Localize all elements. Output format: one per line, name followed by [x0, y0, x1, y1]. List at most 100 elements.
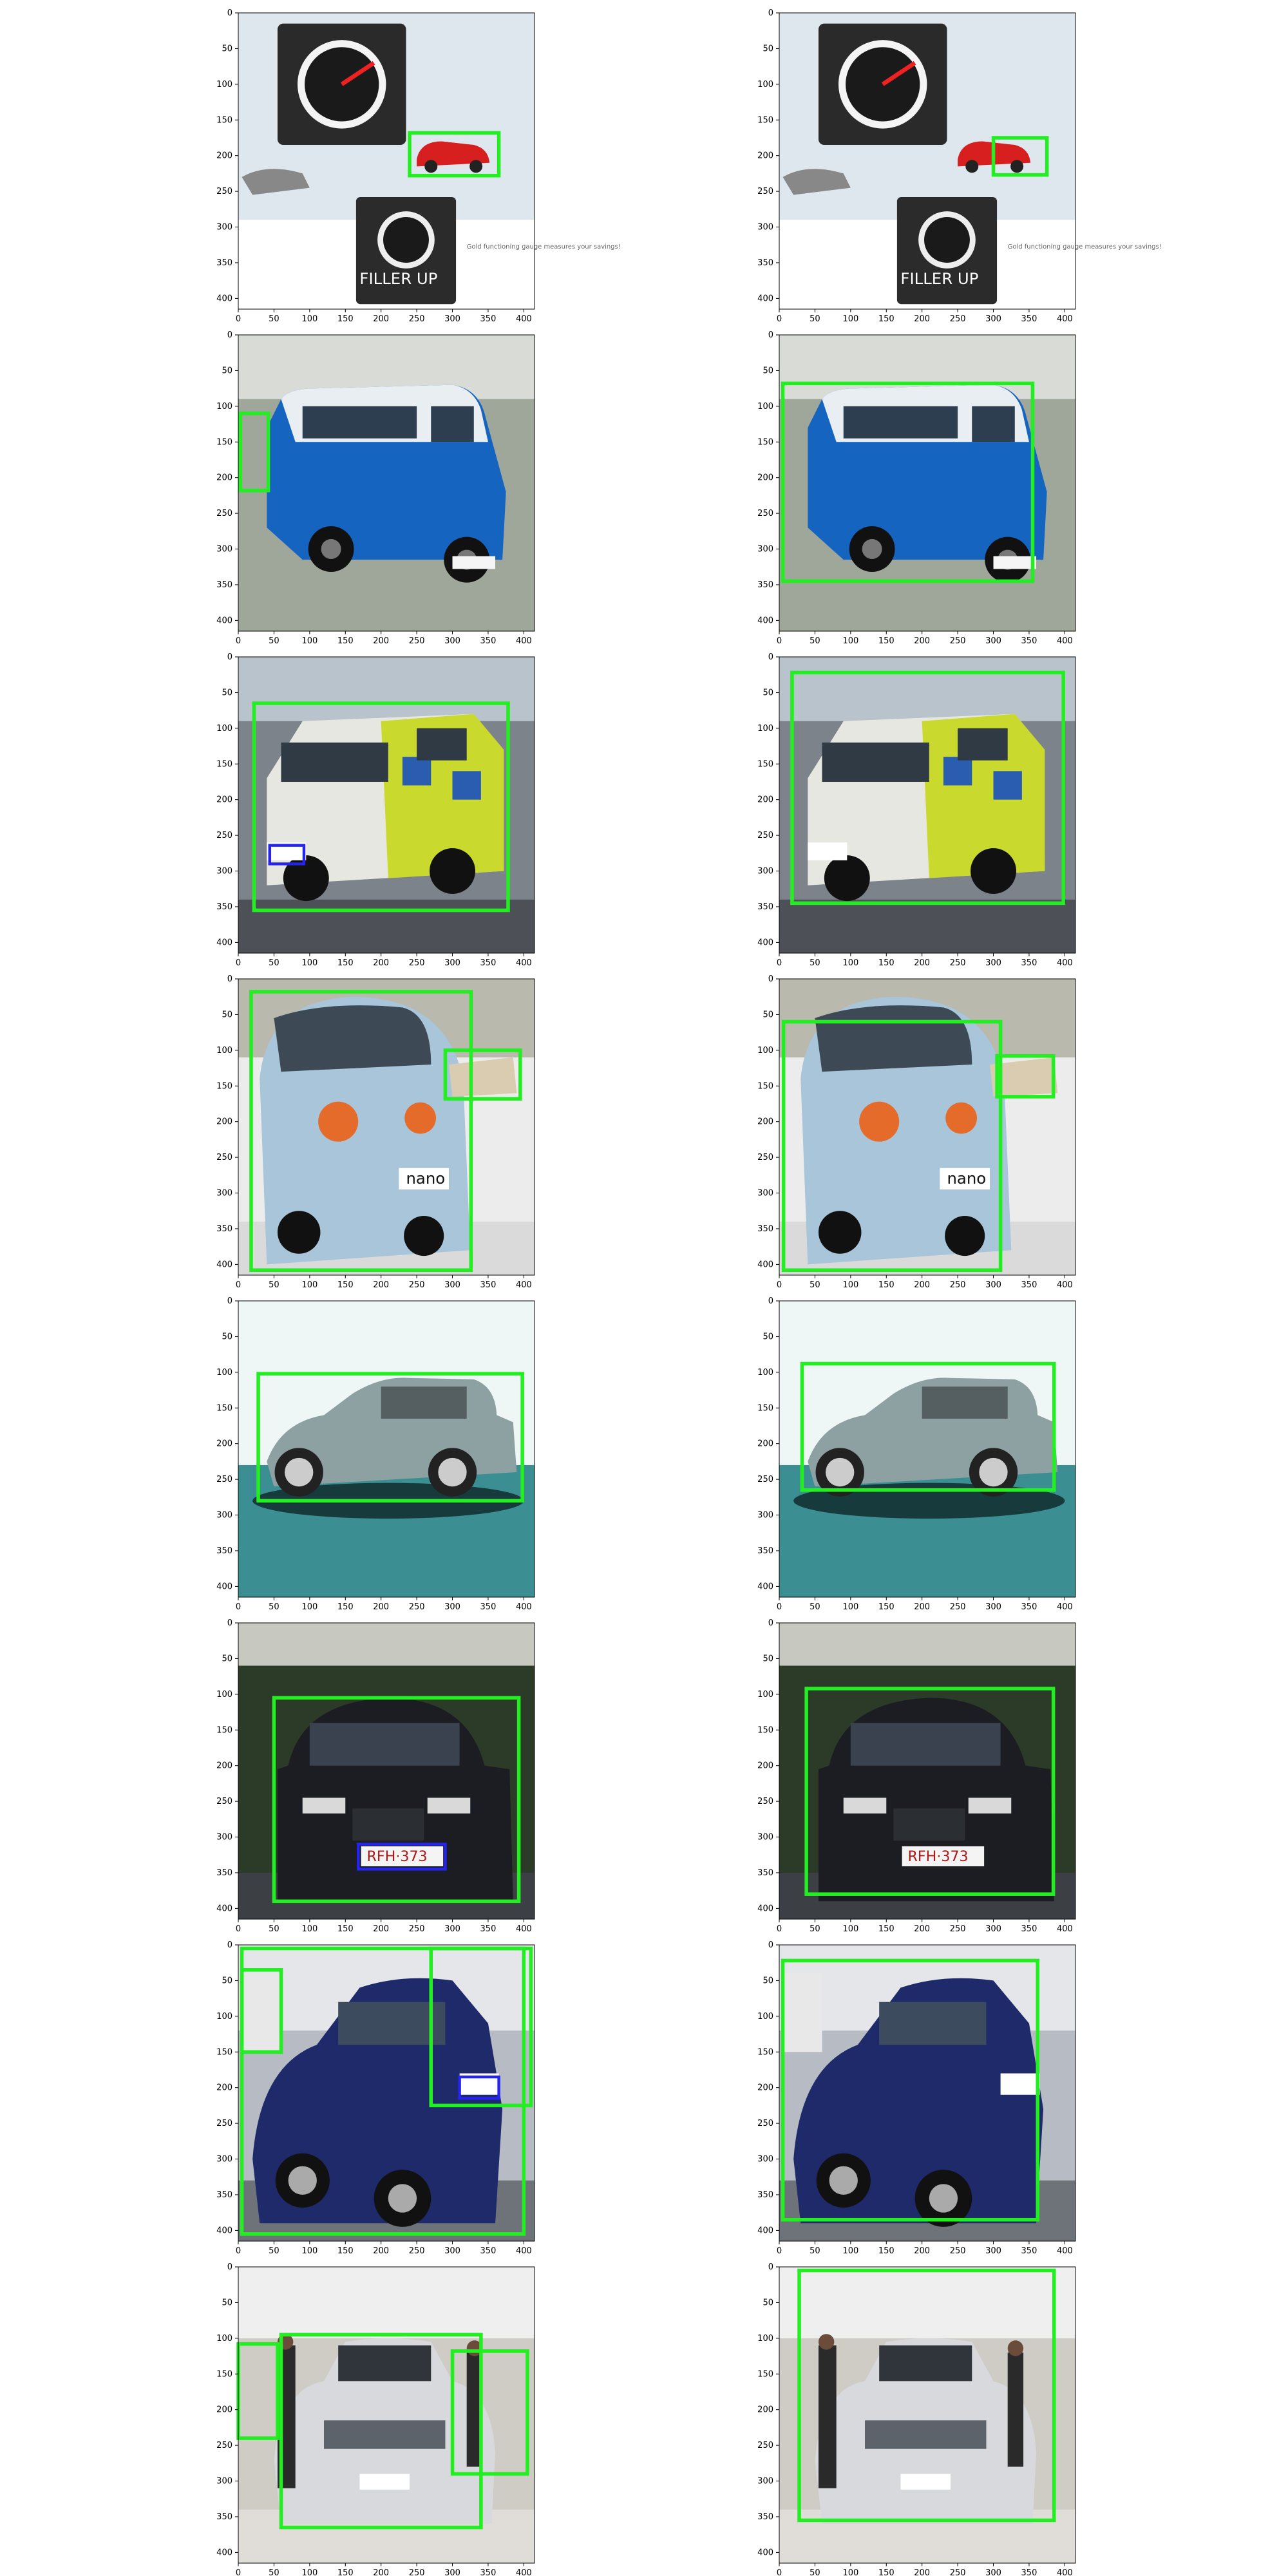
x-tick-label: 250	[409, 1924, 425, 1934]
y-tick-label: 250	[757, 1475, 773, 1484]
x-tick-label: 200	[914, 1602, 930, 1612]
x-tick-label: 50	[810, 314, 820, 324]
x-tick-label: 350	[1021, 1602, 1037, 1612]
y-tick-label: 50	[762, 2298, 773, 2307]
image-blue-vw-van-right	[779, 335, 1075, 631]
overlay-text-0: RFH·373	[908, 1848, 969, 1865]
bbox-right-0	[800, 1361, 1056, 1492]
x-tick-label: 100	[301, 958, 317, 968]
overlay-text-1: Gold functioning gauge measures your sav…	[1008, 243, 1162, 251]
axes-frame	[779, 1622, 1076, 1920]
x-tick-label: 0	[777, 314, 782, 324]
y-tick-label: 50	[222, 1976, 232, 1985]
x-tick-label: 300	[444, 1924, 460, 1934]
y-tick-label: 150	[757, 2047, 773, 2057]
x-tick-label: 300	[444, 958, 460, 968]
y-tick-label: 0	[227, 2262, 232, 2272]
x-tick-label: 400	[516, 636, 532, 646]
y-tick-label: 100	[757, 1690, 773, 1700]
image-fuel-gauge-toy-car-right: FILLER UP Gold functioning gauge measures…	[779, 13, 1162, 309]
y-tick-label: 50	[222, 2298, 232, 2307]
y-tick-label: 150	[757, 1725, 773, 1735]
y-tick-label: 50	[762, 1010, 773, 1019]
bbox-right-0	[781, 1019, 1003, 1273]
x-tick-label: 350	[480, 1924, 497, 1934]
y-tick-label: 300	[757, 2155, 773, 2164]
bbox-left-0	[252, 701, 510, 913]
y-tick-label: 0	[227, 1618, 232, 1628]
x-tick-label: 150	[878, 1924, 895, 1934]
x-tick-label: 50	[269, 958, 279, 968]
x-tick-label: 200	[373, 958, 389, 968]
x-tick-label: 350	[480, 2246, 497, 2256]
y-tick-label: 250	[757, 1153, 773, 1162]
row-fuel-gauge-toy-car: FILLER UP Gold functioning gauge measures…	[216, 8, 1162, 324]
panel-left-row-1: 0 0 50 50 100 100 150 150 200 200 250 250 300 300 350 3…	[216, 330, 535, 646]
y-tick-label: 100	[216, 1046, 232, 1056]
x-tick-label: 0	[236, 1280, 241, 1290]
x-tick-label: 300	[985, 958, 1001, 968]
x-tick-label: 100	[301, 2568, 317, 2576]
x-tick-label: 250	[409, 1280, 425, 1290]
y-tick-label: 200	[757, 1761, 773, 1771]
bbox-right-1	[995, 1054, 1056, 1099]
x-tick-label: 200	[914, 958, 930, 968]
row-blue-vw-van: 0 0 50 50 100 100 150 150 200 200 250 250 300 300 350 3…	[216, 330, 1076, 646]
x-tick-label: 100	[301, 1280, 317, 1290]
scene-photo	[779, 2267, 1075, 2563]
y-tick-label: 200	[216, 2405, 232, 2415]
overlay-text-0: nano	[947, 1169, 986, 1188]
y-tick-label: 250	[216, 1475, 232, 1484]
plate-box-0	[268, 844, 306, 866]
x-tick-label: 400	[516, 314, 532, 324]
y-tick-label: 250	[757, 509, 773, 518]
scene-photo	[779, 13, 1075, 309]
y-tick-label: 300	[216, 1833, 232, 1842]
x-tick-label: 300	[444, 636, 460, 646]
y-tick-label: 50	[222, 44, 232, 53]
x-tick-label: 0	[236, 958, 241, 968]
scene-photo	[238, 1301, 535, 1597]
x-tick-label: 250	[409, 2568, 425, 2576]
panel-right-row-0: FILLER UP Gold functioning gauge measures…	[757, 8, 1162, 324]
x-tick-label: 100	[842, 1280, 858, 1290]
y-tick-label: 350	[216, 1546, 232, 1556]
y-tick-label: 50	[762, 366, 773, 375]
x-tick-label: 0	[777, 636, 782, 646]
y-tick-label: 400	[216, 2548, 232, 2557]
bbox-right-0	[991, 136, 1049, 177]
bbox-left-0	[408, 131, 501, 178]
x-tick-label: 350	[480, 2568, 497, 2576]
x-tick-label: 250	[950, 1280, 966, 1290]
y-tick-label: 100	[216, 2012, 232, 2022]
y-tick-label: 150	[757, 1081, 773, 1091]
y-tick-label: 50	[762, 44, 773, 53]
x-tick-label: 300	[985, 636, 1001, 646]
image-blue-vw-van-left	[238, 335, 535, 631]
x-tick-label: 400	[1057, 1280, 1073, 1290]
y-tick-label: 350	[757, 1868, 773, 1878]
scene-photo	[238, 1623, 535, 1919]
x-tick-label: 100	[842, 314, 858, 324]
scene-photo	[238, 657, 535, 953]
overlay-text-0: RFH·373	[367, 1848, 428, 1865]
y-tick-label: 250	[216, 2441, 232, 2450]
scene-photo	[779, 1301, 1075, 1597]
y-tick-label: 400	[757, 2226, 773, 2235]
plate-box-0	[356, 1842, 447, 1871]
y-tick-label: 200	[216, 1117, 232, 1127]
y-tick-label: 300	[216, 1511, 232, 1520]
y-tick-label: 350	[216, 1224, 232, 1234]
x-tick-label: 150	[337, 1924, 354, 1934]
y-tick-label: 50	[222, 366, 232, 375]
panel-left-row-7: 0 0 50 50 100 100 150 150 200 200 250 250 300 300 350 3…	[216, 2262, 535, 2576]
x-tick-label: 250	[950, 1924, 966, 1934]
bbox-left-0	[249, 990, 473, 1273]
y-tick-label: 100	[216, 1368, 232, 1378]
x-tick-label: 350	[480, 636, 497, 646]
x-tick-label: 350	[480, 1280, 497, 1290]
x-tick-label: 300	[444, 1280, 460, 1290]
x-tick-label: 50	[810, 958, 820, 968]
y-tick-label: 350	[757, 2512, 773, 2522]
axes-frame	[238, 1944, 535, 2242]
